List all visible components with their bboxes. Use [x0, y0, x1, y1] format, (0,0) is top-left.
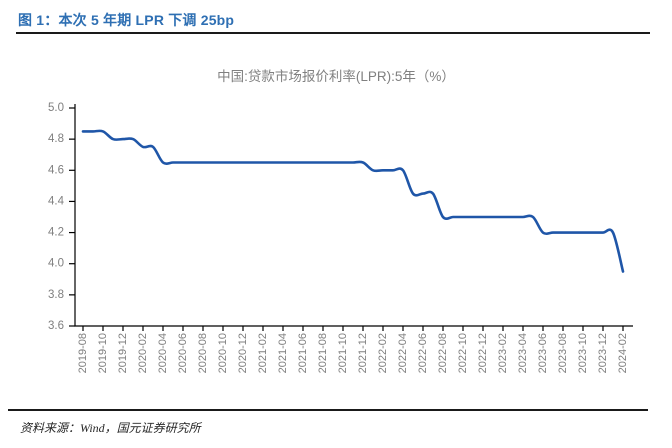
data-source: 资料来源：Wind，国元证券研究所: [20, 421, 201, 435]
x-axis-label: 2023-08: [557, 333, 569, 373]
x-axis-label: 2020-08: [197, 333, 209, 373]
x-axis-label: 2021-04: [277, 333, 289, 373]
footer-divider: [8, 409, 648, 411]
y-axis-label: 4.4: [48, 195, 65, 207]
x-axis-label: 2020-06: [177, 333, 189, 373]
x-axis-label: 2023-04: [517, 333, 529, 373]
x-axis-label: 2023-02: [497, 333, 509, 373]
x-axis-label: 2020-12: [237, 333, 249, 373]
caption-underline: [16, 32, 650, 34]
y-axis-label: 5.0: [48, 102, 64, 114]
chart-title: 中国:贷款市场报价利率(LPR):5年（%）: [217, 69, 455, 84]
x-axis-label: 2021-10: [337, 333, 349, 373]
y-axis-label: 4.0: [48, 258, 64, 270]
x-axis-label: 2021-08: [317, 333, 329, 373]
x-axis-label: 2022-04: [397, 333, 409, 373]
x-axis-label: 2020-10: [217, 333, 229, 373]
x-axis-label: 2022-02: [377, 333, 389, 373]
x-axis-label: 2021-02: [257, 333, 269, 373]
figure-caption: 图 1：本次 5 年期 LPR 下调 25bp: [18, 12, 235, 28]
x-axis-label: 2023-06: [537, 333, 549, 373]
x-axis-label: 2022-08: [437, 333, 449, 373]
y-axis-label: 3.6: [48, 320, 64, 332]
x-axis-label: 2021-06: [297, 333, 309, 373]
x-axis-label: 2019-12: [117, 333, 129, 373]
x-axis-label: 2019-10: [97, 333, 109, 373]
x-axis-label: 2022-12: [477, 333, 489, 373]
x-axis-label: 2024-02: [617, 333, 629, 373]
x-axis-label: 2020-04: [157, 333, 169, 373]
x-axis-label: 2022-10: [457, 333, 469, 373]
y-axis-label: 3.8: [48, 289, 64, 301]
x-axis-label: 2021-12: [357, 333, 369, 373]
y-axis-label: 4.6: [48, 164, 64, 176]
x-axis-label: 2020-02: [137, 333, 149, 373]
axes: [74, 104, 633, 327]
y-axis-label: 4.2: [48, 227, 64, 239]
x-axis-label: 2023-12: [597, 333, 609, 373]
lpr-series-line: [81, 129, 625, 273]
x-axis-label: 2023-10: [577, 333, 589, 373]
x-axis-label: 2022-06: [417, 333, 429, 373]
y-axis-label: 4.8: [48, 133, 64, 145]
x-axis-label: 2019-08: [77, 333, 89, 373]
